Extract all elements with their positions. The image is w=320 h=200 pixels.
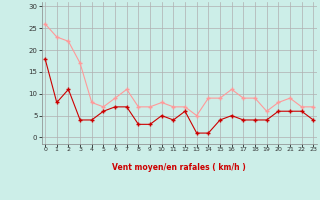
X-axis label: Vent moyen/en rafales ( km/h ): Vent moyen/en rafales ( km/h ): [112, 163, 246, 172]
